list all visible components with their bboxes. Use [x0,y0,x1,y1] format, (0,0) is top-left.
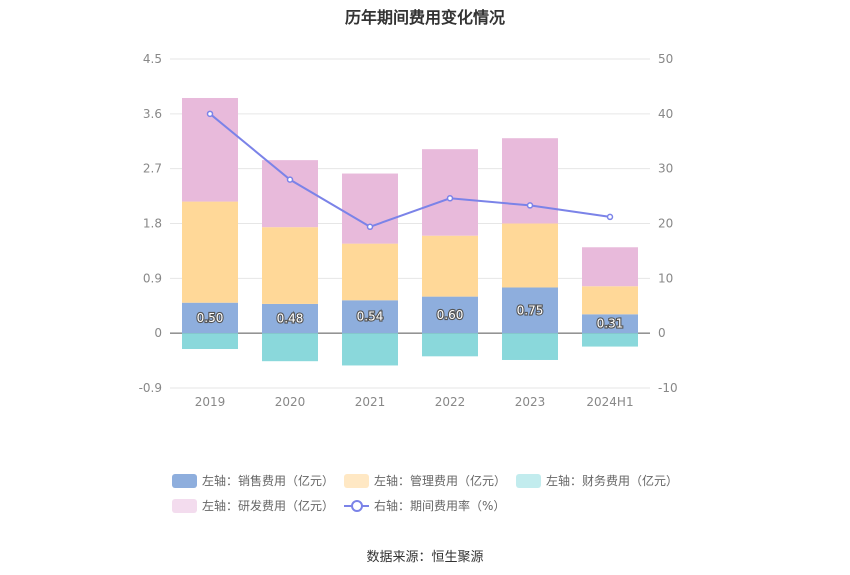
bar-admin [502,223,558,288]
bar-rnd [262,160,318,228]
data-label-sales: 0.50 [197,311,224,325]
bar-sales [422,296,478,334]
point-expense-ratio [606,213,614,221]
data-label-sales: 0.31 [597,317,624,331]
bar-finance [262,333,318,362]
bar-rnd [422,149,478,236]
data-label-sales: 0.75 [517,303,544,317]
bar-finance [582,333,638,347]
x-axis-tick-label: 2021 [355,395,386,409]
legend-label-sales: 左轴：销售费用（亿元） [202,474,335,488]
point-expense-ratio [206,110,214,118]
x-axis-tick-label: 2023 [515,395,546,409]
bar-finance [342,333,398,366]
bar-finance [422,333,478,357]
x-axis-tick-label: 2019 [195,395,226,409]
legend-item-rnd[interactable]: 左轴：研发费用（亿元） [172,497,334,514]
legend-item-admin[interactable]: 左轴：管理费用（亿元） [344,472,506,489]
left-axis-tick-label: 2.7 [143,162,162,176]
legend-swatch-finance [516,473,541,488]
left-axis-tick-label: -0.9 [139,381,162,395]
left-axis-tick-label: 1.8 [143,217,162,231]
right-axis-tick-label: 20 [658,217,673,231]
bar-sales [262,303,318,334]
bar-sales [182,302,238,334]
legend-label-rnd: 左轴：研发费用（亿元） [202,499,335,513]
x-axis-tick-label: 2024H1 [586,395,633,409]
right-axis-tick-label: 0 [658,326,666,340]
legend-item-finance[interactable]: 左轴：财务费用（亿元） [516,472,678,489]
data-label-sales: 0.60 [437,308,464,322]
legend-label-expense-ratio: 右轴：期间费用率（%） [374,499,506,513]
bar-admin [582,286,638,315]
right-axis-tick-label: 50 [658,52,673,66]
bar-rnd [582,247,638,287]
bar-admin [342,243,398,301]
legend-label-finance: 左轴：财务费用（亿元） [546,474,679,488]
legend-swatch-expense-ratio [344,499,369,513]
right-axis-tick-label: -10 [658,381,678,395]
bar-sales [582,314,638,334]
point-expense-ratio [526,202,534,209]
right-axis-tick-label: 40 [658,107,673,121]
bar-admin [182,201,238,303]
right-axis-tick-label: 10 [658,271,673,285]
bar-rnd [502,138,558,224]
legend-item-sales[interactable]: 左轴：销售费用（亿元） [172,472,334,489]
bar-finance [502,333,558,360]
legend-item-expense-ratio[interactable]: 右轴：期间费用率（%） [344,497,505,514]
chart-title: 历年期间费用变化情况 [344,8,505,27]
bar-sales [342,300,398,334]
x-axis-tick-label: 2020 [275,395,306,409]
bar-sales [502,287,558,334]
legend-swatch-admin [344,473,369,488]
bar-admin [262,227,318,304]
bar-rnd [342,173,398,244]
right-axis-tick-label: 30 [658,162,673,176]
left-axis-tick-label: 0.9 [143,271,162,285]
line-expense-ratio [209,113,611,228]
left-axis-tick-label: 4.5 [143,52,162,66]
legend-label-admin: 左轴：管理费用（亿元） [374,474,507,488]
data-source: 数据来源：恒生聚源 [366,550,484,565]
left-axis-tick-label: 0 [154,326,162,340]
legend-swatch-rnd [172,498,197,513]
data-label-sales: 0.54 [357,310,384,324]
legend-swatch-sales [172,473,197,488]
x-axis-tick-label: 2022 [435,395,466,409]
point-expense-ratio [366,223,374,231]
bar-finance [182,333,238,350]
bar-admin [422,235,478,297]
point-expense-ratio [286,176,294,183]
data-label-sales: 0.48 [277,312,304,326]
point-expense-ratio [446,195,454,202]
left-axis-tick-label: 3.6 [143,107,162,121]
